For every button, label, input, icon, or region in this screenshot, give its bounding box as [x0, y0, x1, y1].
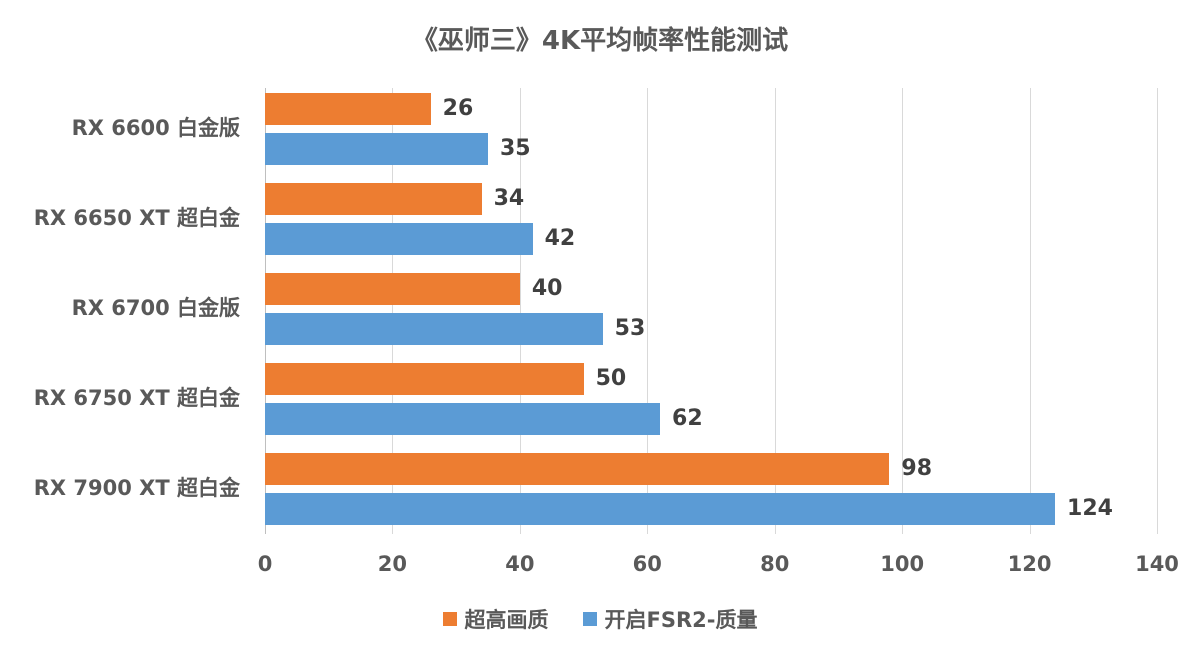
- x-tick-label: 0: [257, 552, 273, 576]
- bar-ultra[interactable]: [265, 183, 482, 215]
- chart-title: 《巫师三》4K平均帧率性能测试: [411, 26, 789, 56]
- data-label: 50: [595, 366, 627, 391]
- plot-area: 26 35 34 42 40 53 50 62 98 124: [265, 88, 1158, 534]
- category-label: RX 7900 XT 超白金: [33, 476, 240, 500]
- gridline: [1029, 88, 1031, 534]
- bar-fsr2[interactable]: [265, 313, 603, 345]
- data-label: 98: [901, 456, 933, 481]
- data-label: 124: [1067, 496, 1113, 521]
- category-label: RX 6750 XT 超白金: [33, 386, 240, 410]
- category-label: RX 6650 XT 超白金: [33, 206, 240, 230]
- bar-fsr2[interactable]: [265, 493, 1056, 525]
- gridline: [774, 88, 776, 534]
- legend-swatch-blue-icon: [582, 612, 597, 626]
- x-tick-label: 140: [1135, 552, 1179, 576]
- gridline: [647, 88, 649, 534]
- legend-swatch-orange-icon: [442, 612, 457, 626]
- legend-label: 超高画质: [464, 608, 549, 632]
- bar-ultra[interactable]: [265, 93, 431, 125]
- bar-fsr2[interactable]: [265, 133, 488, 165]
- x-tick-label: 40: [505, 552, 535, 576]
- gridline: [519, 88, 521, 534]
- legend-item-ultra[interactable]: 超高画质: [442, 604, 549, 634]
- gridline: [1157, 88, 1158, 534]
- legend: 超高画质 开启FSR2-质量: [0, 604, 1200, 634]
- x-tick-label: 80: [760, 552, 790, 576]
- category-label: RX 6700 白金版: [71, 296, 240, 320]
- legend-item-fsr2[interactable]: 开启FSR2-质量: [582, 604, 758, 634]
- data-label: 34: [493, 186, 525, 211]
- bar-ultra[interactable]: [265, 273, 520, 305]
- x-tick-label: 120: [1007, 552, 1052, 576]
- x-tick-label: 20: [377, 552, 408, 576]
- bar-ultra[interactable]: [265, 453, 890, 485]
- data-label: 42: [544, 226, 576, 251]
- x-tick-label: 100: [880, 552, 925, 576]
- bar-fsr2[interactable]: [265, 223, 533, 255]
- x-tick-label: 60: [632, 552, 662, 576]
- bar-fsr2[interactable]: [265, 403, 661, 435]
- data-label: 35: [500, 136, 531, 161]
- gridline: [902, 88, 904, 534]
- data-label: 40: [531, 276, 563, 301]
- data-label: 53: [614, 316, 646, 341]
- data-label: 26: [442, 96, 474, 121]
- legend-label: 开启FSR2-质量: [604, 608, 758, 632]
- gridline: [392, 88, 394, 534]
- bar-ultra[interactable]: [265, 363, 584, 395]
- data-label: 62: [672, 406, 703, 431]
- y-axis-line: [265, 88, 266, 534]
- category-label: RX 6600 白金版: [71, 116, 240, 140]
